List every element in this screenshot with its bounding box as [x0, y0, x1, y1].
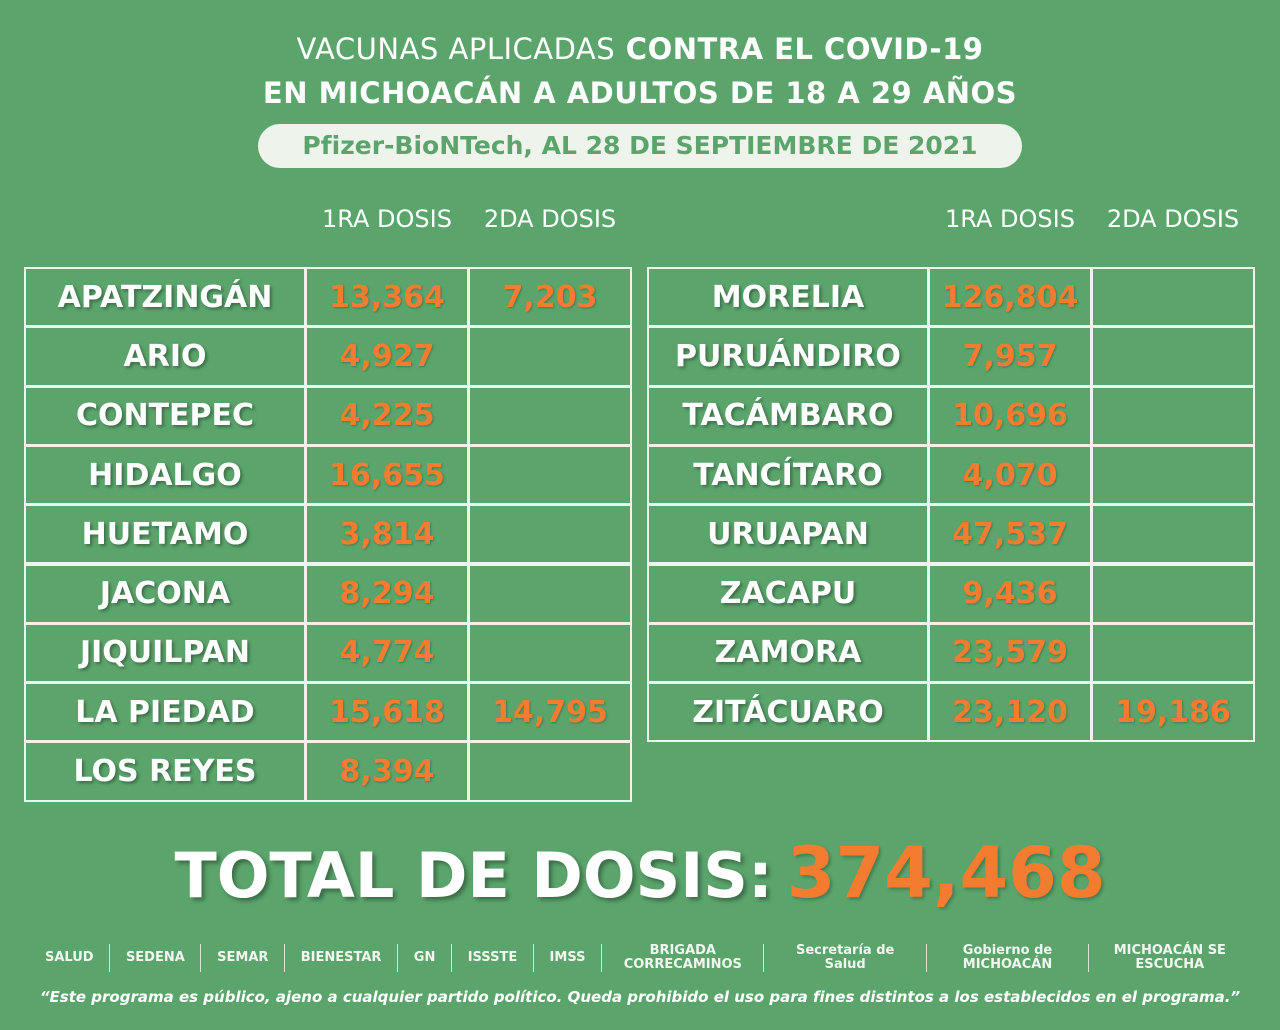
dose-cell: [1091, 326, 1255, 387]
municipality-cell: JIQUILPAN: [24, 622, 306, 684]
logo: SEDENA: [125, 950, 185, 965]
municipality-cell: APATZINGÁN: [24, 267, 306, 328]
municipality-cell: PURUÁNDIRO: [647, 326, 929, 387]
separator: [109, 944, 111, 972]
dose-cell: [468, 444, 632, 506]
dose-cell: 4,774: [305, 622, 469, 684]
dose-cell: 9,436: [928, 563, 1092, 624]
dose-cell: 14,795: [468, 682, 632, 743]
municipality-cell: LOS REYES: [24, 741, 306, 802]
subtitle: Pfizer-BioNTech, AL 28 DE SEPTIEMBRE DE …: [258, 124, 1022, 168]
municipality-cell: MORELIA: [647, 267, 929, 328]
municipality-cell: CONTEPEC: [24, 385, 306, 446]
logo: BRIGADA CORRECAMINOS: [623, 943, 742, 972]
title-line: EN MICHOACÁN A ADULTOS DE 18 A 29 AÑOS: [262, 76, 1018, 110]
dose-cell: 19,186: [1091, 682, 1255, 743]
dose-cell: 8,394: [305, 741, 469, 802]
dose-cell: 13,364: [305, 267, 469, 328]
dose-cell: [1091, 622, 1255, 684]
dose-cell: [468, 504, 632, 565]
title-light: VACUNAS APLICADAS: [296, 32, 616, 66]
dose-cell: 7,203: [468, 267, 632, 328]
title-bold: CONTRA EL COVID-19: [625, 32, 984, 66]
dose-cell: [468, 385, 632, 446]
total-label: TOTAL DE DOSIS:: [174, 839, 773, 912]
dose-cell: 7,957: [928, 326, 1092, 387]
column-header: 2DA DOSIS: [483, 205, 617, 233]
dose-cell: [468, 622, 632, 684]
logo: Secretaría de Salud: [795, 943, 895, 972]
logo: Gobierno de MICHOACÁN: [962, 943, 1053, 972]
dose-cell: 126,804: [928, 267, 1092, 328]
dose-cell: [1091, 504, 1255, 565]
logo: MICHOACÁN SE ESCUCHA: [1113, 943, 1226, 972]
municipality-cell: ZAMORA: [647, 622, 929, 684]
dose-cell: [1091, 267, 1255, 328]
disclaimer: “Este programa es público, ajeno a cualq…: [39, 988, 1241, 1006]
separator: [925, 944, 927, 972]
logo: SEMAR: [217, 950, 269, 965]
separator: [1088, 944, 1090, 972]
separator: [397, 944, 399, 972]
logos: SALUD SEDENA SEMAR BIENESTAR GN ISSSTE IMSS BRI…: [45, 942, 1235, 974]
dose-cell: [468, 326, 632, 387]
logo: BIENESTAR: [300, 950, 382, 965]
logo: SALUD: [45, 950, 94, 965]
dose-cell: 16,655: [305, 444, 469, 506]
column-header: 1RA DOSIS: [322, 205, 452, 233]
municipality-cell: HUETAMO: [24, 504, 306, 565]
separator: [284, 944, 286, 972]
logo: ISSSTE: [467, 950, 518, 965]
municipality-cell: ZITÁCUARO: [647, 682, 929, 743]
total: TOTAL DE DOSIS: 374,468: [0, 832, 1280, 914]
dose-cell: [1091, 563, 1255, 624]
separator: [532, 944, 534, 972]
separator: [763, 944, 765, 972]
column-header: 1RA DOSIS: [945, 205, 1075, 233]
municipality-cell: HIDALGO: [24, 444, 306, 506]
dose-cell: 15,618: [305, 682, 469, 743]
title: VACUNAS APLICADAS CONTRA EL COVID-19: [0, 32, 1280, 66]
total-value: 374,468: [786, 832, 1106, 914]
logo: GN: [413, 950, 436, 965]
municipality-cell: TANCÍTARO: [647, 444, 929, 506]
municipality-cell: URUAPAN: [647, 504, 929, 565]
dose-cell: [1091, 385, 1255, 446]
dose-cell: 8,294: [305, 563, 469, 624]
dose-cell: 4,225: [305, 385, 469, 446]
logo: IMSS: [549, 950, 586, 965]
municipality-cell: JACONA: [24, 563, 306, 624]
dose-cell: 4,070: [928, 444, 1092, 506]
dose-cell: [1091, 444, 1255, 506]
dose-cell: 23,120: [928, 682, 1092, 743]
dose-cell: 23,579: [928, 622, 1092, 684]
dose-cell: 10,696: [928, 385, 1092, 446]
separator: [200, 944, 202, 972]
dose-cell: 47,537: [928, 504, 1092, 565]
municipality-cell: ARIO: [24, 326, 306, 387]
column-header: 2DA DOSIS: [1106, 205, 1240, 233]
separator: [601, 944, 603, 972]
separator: [451, 944, 453, 972]
dose-cell: [468, 741, 632, 802]
dose-cell: 4,927: [305, 326, 469, 387]
dose-cell: 3,814: [305, 504, 469, 565]
dose-cell: [468, 563, 632, 624]
municipality-cell: ZACAPU: [647, 563, 929, 624]
municipality-cell: LA PIEDAD: [24, 682, 306, 743]
municipality-cell: TACÁMBARO: [647, 385, 929, 446]
